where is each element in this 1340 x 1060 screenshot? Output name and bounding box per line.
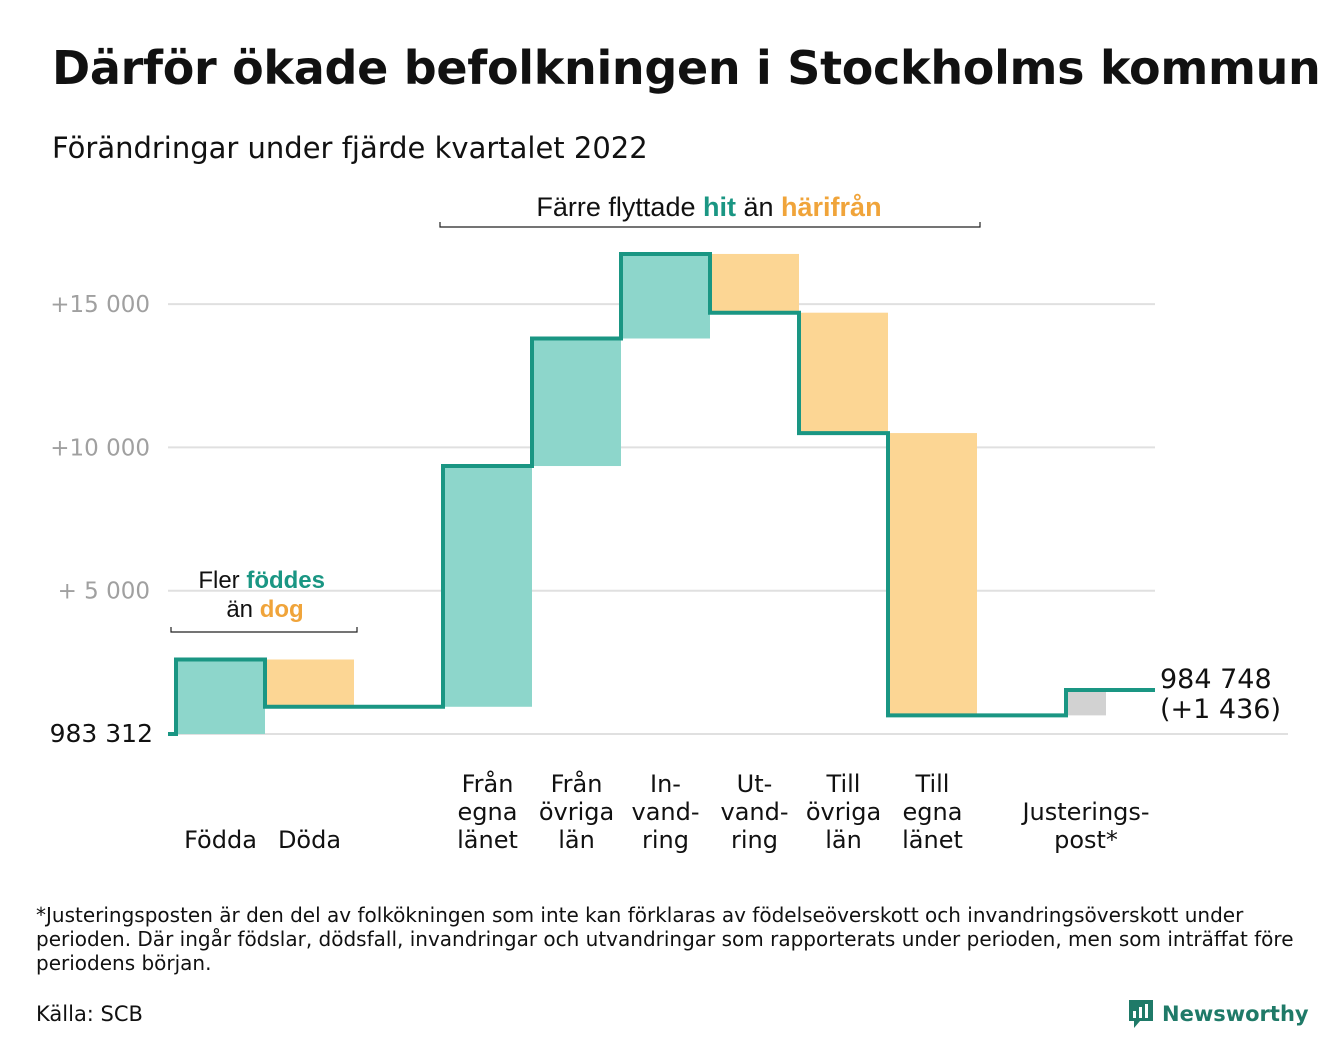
- x-category-label: Till: [915, 770, 950, 798]
- x-category-label: egna: [903, 798, 963, 826]
- waterfall-chart: + 5 000 +10 000 +15 000 983 312 Födda Döda Frå…: [50, 192, 1288, 854]
- logo-text: Newsworthy: [1162, 1002, 1309, 1026]
- label-layer: + 5 000 +10 000 +15 000 983 312 Födda Döda Frå…: [50, 292, 1281, 854]
- end-change-label: (+1 436): [1160, 694, 1281, 725]
- chart-subtitle: Förändringar under fjärde kvartalet 2022: [52, 131, 648, 165]
- annotation-layer: Fler föddes än dog Färre flyttade hit än…: [170, 192, 981, 633]
- x-category-label: ring: [731, 826, 778, 854]
- x-category-label: Till: [826, 770, 861, 798]
- waterfall-bar: [532, 338, 621, 467]
- cumulative-step-line: [168, 251, 1155, 736]
- bar-layer: [176, 253, 1106, 734]
- annotation-birth-part1: Fler: [198, 567, 246, 594]
- x-category-label: In-: [650, 770, 681, 798]
- x-category-label: egna: [458, 798, 518, 826]
- annotation-birth-dog: dog: [260, 596, 304, 623]
- x-category-label: Döda: [278, 826, 341, 854]
- footnote: *Justeringsposten är den del av folkökni…: [36, 903, 1294, 975]
- y-tick-label: +10 000: [50, 435, 150, 461]
- waterfall-bar: [799, 312, 888, 434]
- waterfall-bar: [710, 253, 799, 313]
- annotation-birth-part3: än: [226, 596, 259, 623]
- newsworthy-logo: Newsworthy: [1128, 998, 1309, 1030]
- y-tick-label: + 5 000: [58, 579, 150, 605]
- x-category-label: Ut-: [737, 770, 773, 798]
- annotation-migration-harifran: härifrån: [781, 192, 882, 222]
- x-category-label: län: [825, 826, 862, 854]
- x-category-label: länet: [902, 826, 963, 854]
- waterfall-bar: [888, 433, 977, 716]
- annotation-migration-hit: hit: [703, 192, 736, 222]
- chart-title: Därför ökade befolkningen i Stockholms k…: [52, 41, 1321, 95]
- x-category-label: Justerings-: [1020, 798, 1149, 826]
- source-note: Källa: SCB: [36, 1002, 143, 1026]
- line-layer: [168, 251, 1155, 736]
- x-category-label: vand-: [631, 798, 699, 826]
- annotation-migration-part1: Färre flyttade: [536, 192, 703, 222]
- baseline-label: 983 312: [50, 719, 153, 748]
- x-category-label: ring: [642, 826, 689, 854]
- x-category-label: övriga: [806, 798, 881, 826]
- waterfall-bar: [265, 659, 354, 707]
- annotation-birth-bracket: [170, 627, 358, 633]
- x-category-label: Födda: [184, 826, 257, 854]
- annotation-migration-bracket: [439, 222, 981, 228]
- x-category-label: Från: [551, 769, 603, 798]
- x-category-label: Från: [462, 769, 514, 798]
- annotation-birth: Fler föddes än dog: [198, 567, 331, 623]
- bar-chart-bubble-icon: [1129, 1000, 1153, 1028]
- waterfall-bar: [1066, 689, 1106, 716]
- waterfall-bar: [621, 253, 710, 339]
- waterfall-bar: [176, 659, 265, 734]
- annotation-birth-foddes: föddes: [246, 567, 325, 594]
- x-category-label: län: [558, 826, 595, 854]
- x-category-label: övriga: [539, 798, 614, 826]
- end-value-label: 984 748: [1160, 664, 1272, 695]
- annotation-migration: Färre flyttade hit än härifrån: [536, 192, 881, 222]
- x-category-label: post*: [1054, 826, 1118, 854]
- waterfall-bar: [443, 466, 532, 707]
- annotation-migration-part3: än: [736, 192, 781, 222]
- x-category-label: länet: [457, 826, 518, 854]
- y-tick-label: +15 000: [50, 292, 150, 318]
- x-category-label: vand-: [720, 798, 788, 826]
